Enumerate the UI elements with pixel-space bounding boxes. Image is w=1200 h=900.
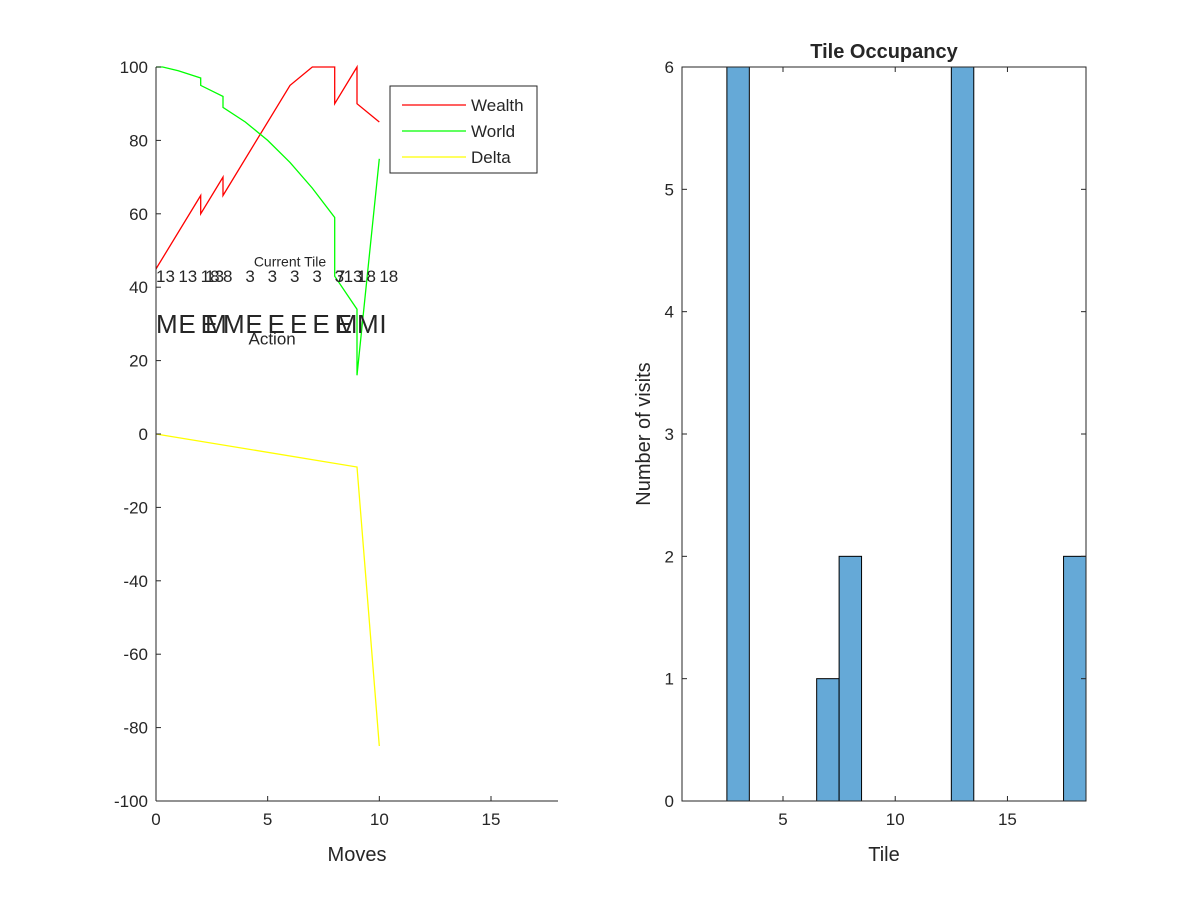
- histogram-bars: [726, 66, 1087, 802]
- action-label: E: [335, 309, 352, 339]
- left-axes: 0 5 10 15 100 80 60 40 20 0 -20 -40 -60 -80 -100: [114, 58, 558, 829]
- x-tick-label: 10: [886, 810, 905, 829]
- x-tick-label: 5: [263, 810, 272, 829]
- tile-label: 3: [312, 267, 321, 286]
- y-tick-label: -100: [114, 792, 148, 811]
- bar-tile-13: [950, 66, 975, 802]
- legend-label-wealth: Wealth: [471, 96, 524, 115]
- y-tick-label: 60: [129, 205, 148, 224]
- tile-label: 3: [335, 267, 344, 286]
- x-axis-label: Tile: [868, 844, 899, 866]
- y-axis-label: Number of visits: [633, 362, 655, 505]
- x-tick-label: 5: [778, 810, 787, 829]
- tile-label: 13: [344, 267, 363, 286]
- legend-label-world: World: [471, 122, 515, 141]
- y-tick-label: 80: [129, 131, 148, 150]
- x-tick-label: 15: [998, 810, 1017, 829]
- x-tick-label: 0: [151, 810, 160, 829]
- legend-label-delta: Delta: [471, 148, 511, 167]
- tile-label: 13: [178, 267, 197, 286]
- x-axis-label: Moves: [328, 844, 387, 866]
- right-axes: 5 10 15 0 1 2 3 4 5 6: [665, 58, 1087, 829]
- action-label: M: [223, 309, 245, 339]
- action-label: I: [379, 309, 386, 339]
- y-tick-label: 1: [665, 670, 674, 689]
- x-tick-label: 15: [482, 810, 501, 829]
- action-label: M: [357, 309, 379, 339]
- plot-lines: [155, 64, 380, 747]
- x-tick-label: 10: [370, 810, 389, 829]
- current-tile-header: Current Tile: [254, 254, 327, 270]
- y-tick-label: -20: [123, 498, 148, 517]
- tile-label: 18: [379, 267, 398, 286]
- y-tick-label: -40: [123, 572, 148, 591]
- legend-box: [389, 85, 538, 174]
- action-header: Action: [249, 330, 296, 349]
- action-label: E: [245, 309, 262, 339]
- action-label: M: [156, 309, 178, 339]
- bar-tile-7: [816, 678, 840, 802]
- y-tick-label: 20: [129, 352, 148, 371]
- y-tick-label: 5: [665, 180, 674, 199]
- series-line-wealth: [155, 64, 380, 270]
- legend: Wealth World Delta: [389, 85, 538, 174]
- tile-label: 3: [245, 267, 254, 286]
- y-tick-label: 0: [665, 792, 674, 811]
- tile-label: 18: [357, 267, 376, 286]
- tile-occupancy-histogram: 5 10 15 0 1 2 3 4 5 6 Tile Occupancy Tile Number …: [633, 41, 1087, 866]
- series-line-world: [156, 66, 380, 376]
- y-tick-label: 0: [139, 425, 148, 444]
- y-tick-label: -80: [123, 719, 148, 738]
- y-tick-label: 100: [120, 58, 148, 77]
- action-label: E: [290, 309, 307, 339]
- y-tick-label: 6: [665, 58, 674, 77]
- tile-label: 13: [156, 267, 175, 286]
- action-label: E: [201, 309, 218, 339]
- y-tick-label: -60: [123, 645, 148, 664]
- tile-label: 3: [290, 267, 299, 286]
- tile-label: 8: [223, 267, 232, 286]
- action-label: M: [205, 309, 227, 339]
- series-line-delta: [155, 433, 380, 747]
- tile-label: 7: [336, 267, 345, 286]
- y-tick-label: 4: [665, 303, 674, 322]
- y-tick-label: 2: [665, 547, 674, 566]
- tile-label: 18: [201, 267, 220, 286]
- bar-tile-3: [726, 66, 750, 802]
- action-label: M: [336, 309, 358, 339]
- y-tick-label: 3: [665, 425, 674, 444]
- action-label: E: [178, 309, 195, 339]
- y-tick-label: 40: [129, 278, 148, 297]
- action-label: E: [268, 309, 285, 339]
- tile-label: 3: [268, 267, 277, 286]
- chart-title: Tile Occupancy: [810, 41, 958, 63]
- action-label: E: [312, 309, 329, 339]
- tile-label: 13: [205, 267, 224, 286]
- bar-tile-8: [838, 555, 863, 802]
